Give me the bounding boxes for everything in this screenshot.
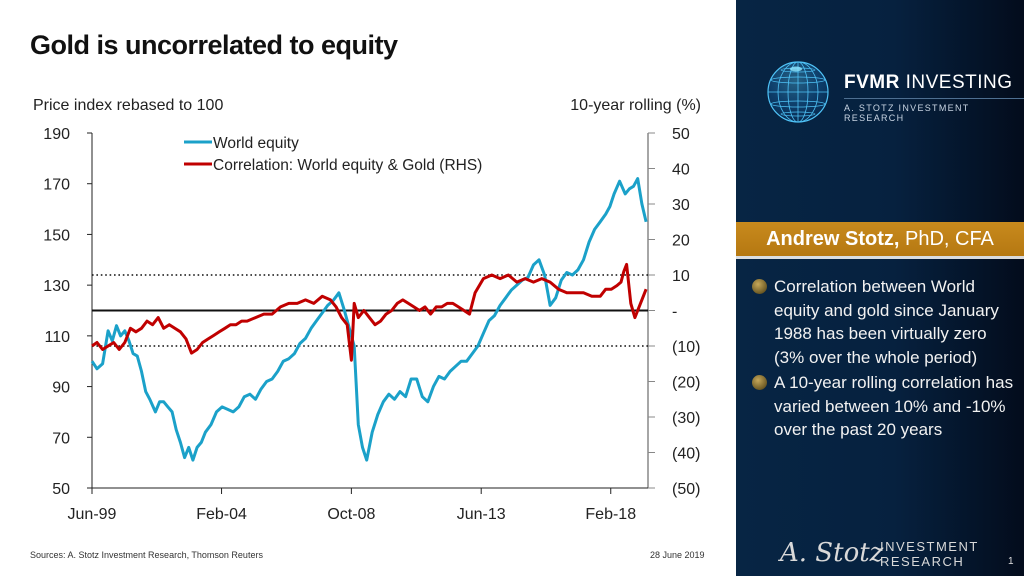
chart-legend: World equity Correlation: World equity &…	[184, 135, 482, 174]
y2-tick-label: (40)	[672, 446, 700, 463]
x-tick-label: Oct-08	[327, 506, 375, 523]
sidebar-panel: FVMR INVESTING A. STOTZ INVESTMENT RESEA…	[736, 0, 1024, 576]
x-tick-label: Feb-04	[196, 506, 247, 523]
y2-tick-label: 20	[672, 233, 690, 250]
author-banner: Andrew Stotz, PhD, CFA	[736, 222, 1024, 256]
y2-tick-label: (20)	[672, 375, 700, 392]
slide-title: Gold is uncorrelated to equity	[30, 30, 398, 60]
chart-axes: 190 170 150 130 110 90 70 50 50 40 30 20 10 - (10) (20)…	[43, 126, 700, 523]
slide-main-panel: Gold is uncorrelated to equity Price ind…	[30, 30, 705, 560]
key-points: Correlation between World equity and gol…	[752, 275, 1020, 444]
y-tick-label: 70	[52, 430, 70, 447]
chart: 190 170 150 130 110 90 70 50 50 40 30 20 10 - (10) (20)…	[43, 126, 700, 523]
brand-divider	[844, 98, 1024, 99]
page-number: 1	[1008, 556, 1014, 567]
series-line-world-equity	[90, 177, 648, 462]
y2-tick-label: 40	[672, 162, 690, 179]
y-tick-label: 130	[43, 278, 70, 295]
y-tick-label: 50	[52, 481, 70, 498]
bullet-icon	[752, 375, 767, 390]
right-axis-label: 10-year rolling (%)	[570, 97, 701, 114]
x-tick-label: Feb-18	[585, 506, 636, 523]
author-name: Andrew Stotz,	[766, 228, 900, 250]
y-tick-label: 150	[43, 227, 70, 244]
brand-logo: FVMR INVESTING A. STOTZ INVESTMENT RESEA…	[766, 60, 1024, 130]
y2-tick-label: (30)	[672, 410, 700, 427]
x-tick-label: Jun-99	[68, 506, 117, 523]
brand-tagline: A. STOTZ INVESTMENT RESEARCH	[844, 103, 970, 123]
y-tick-label: 190	[43, 126, 70, 143]
y2-tick-label: 50	[672, 126, 690, 143]
slide-date: 28 June 2019	[650, 550, 705, 560]
y-tick-label: 170	[43, 177, 70, 194]
brand-name: FVMR INVESTING	[844, 72, 1013, 94]
footer-brand-line2: RESEARCH	[880, 554, 965, 569]
legend-label-world-equity: World equity	[213, 135, 299, 152]
y-tick-label: 110	[44, 329, 70, 346]
series-line-correlation	[91, 262, 648, 362]
y2-tick-label: -	[672, 304, 677, 321]
brand-name-bold: FVMR	[844, 72, 900, 93]
x-tick-label: Jun-13	[457, 506, 506, 523]
y2-tick-label: 10	[672, 268, 690, 285]
chart-series	[90, 177, 648, 462]
y2-tick-label: (10)	[672, 339, 700, 356]
legend-label-correlation: Correlation: World equity & Gold (RHS)	[213, 157, 482, 174]
y2-tick-label: 30	[672, 197, 690, 214]
globe-icon	[767, 61, 829, 123]
key-point: A 10-year rolling correlation has varied…	[752, 371, 1020, 442]
author-credentials: PhD, CFA	[899, 228, 994, 250]
key-point-text: Correlation between World equity and gol…	[774, 277, 999, 367]
y-tick-label: 90	[52, 380, 70, 397]
reference-lines	[92, 274, 648, 347]
footer-brand-line1: INVESTMENT	[880, 539, 979, 554]
key-point: Correlation between World equity and gol…	[752, 275, 1020, 369]
signature-logo: A. Stotz	[780, 538, 884, 568]
key-point-text: A 10-year rolling correlation has varied…	[774, 373, 1014, 439]
source-note: Sources: A. Stotz Investment Research, T…	[30, 550, 263, 560]
brand-name-rest: INVESTING	[899, 72, 1013, 93]
footer-brand: INVESTMENT RESEARCH	[880, 539, 979, 569]
left-axis-label: Price index rebased to 100	[33, 97, 224, 114]
y2-tick-label: (50)	[672, 481, 700, 498]
bullet-icon	[752, 279, 767, 294]
author-banner-underline	[736, 256, 1024, 259]
